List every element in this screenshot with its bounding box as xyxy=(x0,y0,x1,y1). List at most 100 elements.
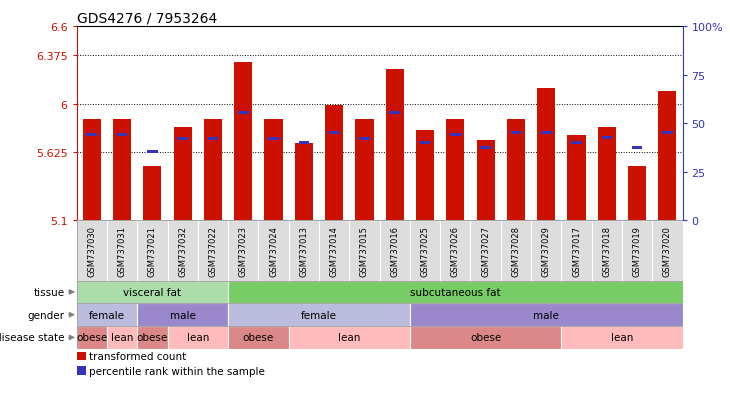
Bar xyxy=(238,112,249,115)
FancyBboxPatch shape xyxy=(168,326,228,349)
FancyBboxPatch shape xyxy=(228,326,289,349)
Bar xyxy=(207,138,218,141)
Bar xyxy=(356,120,374,221)
Bar xyxy=(77,366,85,375)
FancyBboxPatch shape xyxy=(228,221,258,281)
Text: male: male xyxy=(534,310,559,320)
Text: GSM737024: GSM737024 xyxy=(269,226,278,276)
Bar xyxy=(416,131,434,221)
Bar xyxy=(359,138,370,141)
Text: female: female xyxy=(89,310,125,320)
FancyBboxPatch shape xyxy=(380,221,410,281)
FancyBboxPatch shape xyxy=(168,221,198,281)
Bar xyxy=(295,143,313,221)
Bar xyxy=(77,352,85,361)
Bar xyxy=(541,131,552,135)
Text: GSM737030: GSM737030 xyxy=(88,226,96,277)
Bar xyxy=(389,112,400,115)
FancyBboxPatch shape xyxy=(198,221,228,281)
Bar xyxy=(446,120,464,221)
Text: gender: gender xyxy=(28,310,64,320)
Bar xyxy=(658,92,677,221)
FancyBboxPatch shape xyxy=(289,221,319,281)
Text: obese: obese xyxy=(137,332,168,343)
Text: subcutaneous fat: subcutaneous fat xyxy=(410,287,501,297)
Bar xyxy=(598,128,616,221)
Bar xyxy=(113,120,131,221)
Text: GSM737020: GSM737020 xyxy=(663,226,672,276)
Text: GSM737027: GSM737027 xyxy=(481,226,490,277)
Text: female: female xyxy=(301,310,337,320)
Bar xyxy=(385,69,404,221)
Bar xyxy=(571,142,582,145)
FancyBboxPatch shape xyxy=(410,221,440,281)
FancyBboxPatch shape xyxy=(228,304,410,326)
FancyBboxPatch shape xyxy=(440,221,471,281)
FancyBboxPatch shape xyxy=(501,221,531,281)
Text: GSM737032: GSM737032 xyxy=(178,226,187,277)
Text: visceral fat: visceral fat xyxy=(123,287,181,297)
Bar xyxy=(268,138,279,141)
FancyBboxPatch shape xyxy=(410,326,561,349)
Text: GSM737031: GSM737031 xyxy=(118,226,126,277)
Bar xyxy=(143,166,161,221)
FancyBboxPatch shape xyxy=(77,281,228,304)
Text: GSM737026: GSM737026 xyxy=(451,226,460,277)
FancyBboxPatch shape xyxy=(531,221,561,281)
Bar xyxy=(450,134,461,137)
Text: GSM737019: GSM737019 xyxy=(633,226,642,276)
Text: GSM737018: GSM737018 xyxy=(602,226,611,277)
Text: lean: lean xyxy=(611,332,633,343)
Bar xyxy=(299,142,310,145)
Bar xyxy=(510,131,521,135)
Text: lean: lean xyxy=(338,332,361,343)
FancyBboxPatch shape xyxy=(653,221,683,281)
Bar xyxy=(174,128,192,221)
FancyBboxPatch shape xyxy=(137,326,168,349)
Text: GSM737013: GSM737013 xyxy=(299,226,308,277)
FancyBboxPatch shape xyxy=(107,326,137,349)
FancyBboxPatch shape xyxy=(289,326,410,349)
Bar xyxy=(567,135,585,221)
Bar xyxy=(662,131,673,135)
FancyBboxPatch shape xyxy=(319,221,350,281)
Text: disease state: disease state xyxy=(0,332,64,343)
Bar xyxy=(477,141,495,221)
Text: GSM737017: GSM737017 xyxy=(572,226,581,277)
Text: GSM737028: GSM737028 xyxy=(512,226,520,277)
Text: GSM737015: GSM737015 xyxy=(360,226,369,276)
FancyBboxPatch shape xyxy=(77,326,107,349)
FancyBboxPatch shape xyxy=(77,304,137,326)
Text: obese: obese xyxy=(76,332,107,343)
Text: lean: lean xyxy=(187,332,209,343)
Bar xyxy=(420,142,431,145)
Text: tissue: tissue xyxy=(34,287,64,297)
Bar xyxy=(631,147,642,150)
FancyBboxPatch shape xyxy=(350,221,380,281)
Bar xyxy=(602,137,612,140)
Bar xyxy=(328,131,339,135)
Text: GDS4276 / 7953264: GDS4276 / 7953264 xyxy=(77,12,217,26)
FancyBboxPatch shape xyxy=(137,221,168,281)
Bar xyxy=(628,166,646,221)
Text: GSM737016: GSM737016 xyxy=(391,226,399,277)
Bar xyxy=(264,120,283,221)
Bar xyxy=(204,120,222,221)
FancyBboxPatch shape xyxy=(471,221,501,281)
Bar xyxy=(117,134,128,137)
Text: GSM737014: GSM737014 xyxy=(330,226,339,276)
Text: percentile rank within the sample: percentile rank within the sample xyxy=(89,366,265,376)
Bar xyxy=(537,89,556,221)
FancyBboxPatch shape xyxy=(561,326,683,349)
FancyBboxPatch shape xyxy=(622,221,653,281)
FancyBboxPatch shape xyxy=(561,221,592,281)
FancyBboxPatch shape xyxy=(107,221,137,281)
Bar xyxy=(325,106,343,221)
Bar xyxy=(234,63,253,221)
Text: GSM737023: GSM737023 xyxy=(239,226,247,277)
FancyBboxPatch shape xyxy=(258,221,289,281)
FancyBboxPatch shape xyxy=(410,304,683,326)
Text: transformed count: transformed count xyxy=(89,351,187,361)
Text: GSM737029: GSM737029 xyxy=(542,226,550,276)
Bar xyxy=(177,138,188,141)
